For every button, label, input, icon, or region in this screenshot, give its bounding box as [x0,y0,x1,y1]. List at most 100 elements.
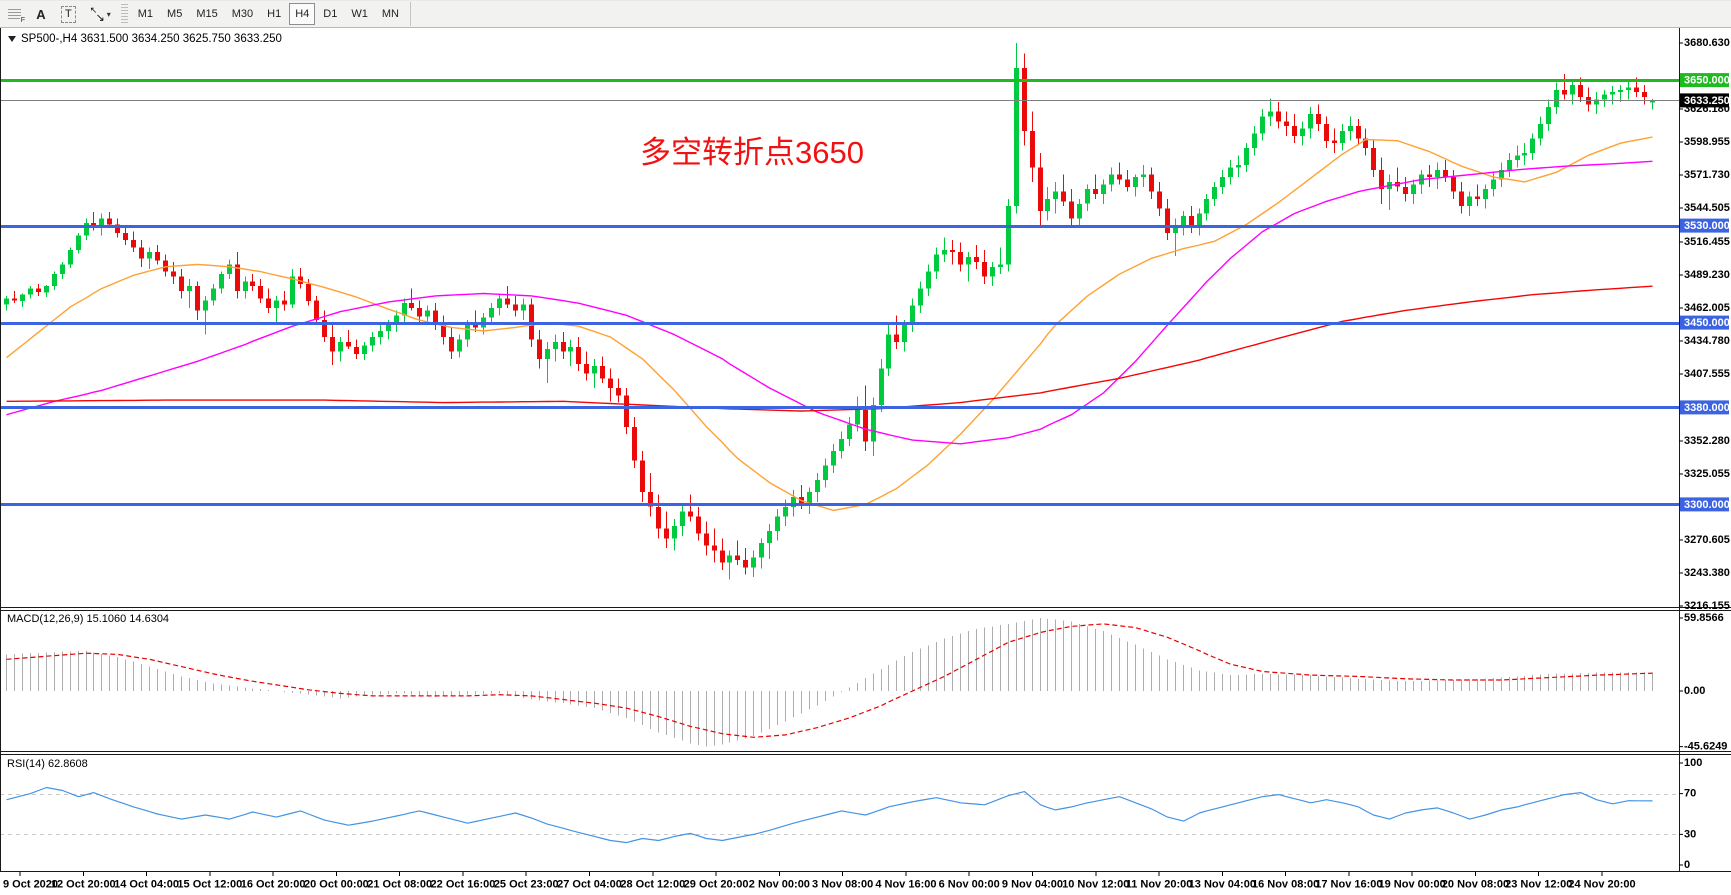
macd-panel-area[interactable] [0,611,1679,751]
timeframe-button-m30[interactable]: M30 [226,3,259,25]
time-tick-23-Nov-12-00: 23 Nov 12:00 [1505,878,1572,890]
price-tick-3216.155: 3216.155 [1684,600,1730,612]
time-tick-14-Oct-04-00: 14 Oct 04:00 [114,878,179,890]
time-tick-4-Nov-16-00: 4 Nov 16:00 [875,878,936,890]
price-tag-label-3450.000: 3450.000 [1684,317,1730,329]
time-tick-27-Oct-04-00: 27 Oct 04:00 [557,878,622,890]
symbol-collapse-icon[interactable] [8,36,16,42]
price-tag-label-3530.000: 3530.000 [1684,220,1730,232]
price-tick-3407.555: 3407.555 [1684,368,1730,380]
price-tick-3571.730: 3571.730 [1684,169,1730,181]
time-tick-29-Oct-20-00: 29 Oct 20:00 [684,878,749,890]
timeframe-button-d1[interactable]: D1 [317,3,343,25]
toolbar: F A T ↖ ↘ ▾ M1 M5 M15 M30 H1 H4 D1 W1 MN [0,0,1731,28]
timeframe-button-m5[interactable]: M5 [161,3,188,25]
arrow-objects-dropdown-button[interactable]: ↖ ↘ ▾ [84,3,117,25]
price-tick-3544.505: 3544.505 [1684,202,1730,214]
rsi-tick-70: 70 [1684,788,1696,800]
symbol-ohlc-text: SP500-,H4 3631.500 3634.250 3625.750 363… [21,33,282,45]
price-tag-3633.250 [1680,93,1729,108]
macd-layer [6,618,1653,747]
time-tick-16-Oct-20-00: 16 Oct 20:00 [241,878,306,890]
rsi-panel-area[interactable] [0,755,1679,872]
text-label-tool-button[interactable]: A [29,3,53,25]
price-tick-3516.455: 3516.455 [1684,236,1730,248]
price-tag-3650.000 [1680,73,1729,88]
symbol-header[interactable]: SP500-,H4 3631.500 3634.250 3625.750 363… [8,33,282,45]
price-tick-3325.055: 3325.055 [1684,468,1730,480]
text-box-tool-button[interactable]: T [55,3,82,25]
rsi-tick-30: 30 [1684,828,1696,840]
time-tick-17-Nov-16-00: 17 Nov 16:00 [1315,878,1382,890]
price-tick-3598.955: 3598.955 [1684,136,1730,148]
rsi-indicator-label: RSI(14) 62.8608 [7,758,88,770]
timeframe-button-h4[interactable]: H4 [289,3,316,25]
timeframe-button-m15[interactable]: M15 [190,3,223,25]
chart-canvas[interactable]: 3680.6303626.1803598.9553571.7303544.505… [0,28,1731,895]
grid-properties-icon[interactable]: F [1,3,27,25]
time-tick-10-Nov-12-00: 10 Nov 12:00 [1062,878,1129,890]
fast-ma-line [6,136,1653,512]
time-tick-11-Nov-20-00: 11 Nov 20:00 [1126,878,1193,890]
dropdown-caret-icon: ▾ [106,9,111,19]
timeframe-button-m1[interactable]: M1 [132,3,159,25]
price-tag-3300.000 [1680,497,1729,512]
macd-indicator-label: MACD(12,26,9) 15.1060 14.6304 [7,613,170,625]
time-tick-16-Nov-08-00: 16 Nov 08:00 [1252,878,1319,890]
price-tick-3243.380: 3243.380 [1684,567,1730,579]
price-tag-label-3633.250: 3633.250 [1684,95,1730,107]
time-tick-20-Nov-08-00: 20 Nov 08:00 [1442,878,1509,890]
letter-a-icon: A [36,6,46,22]
time-tick-12-Oct-20-00: 12 Oct 20:00 [51,878,116,890]
rsi-layer [0,786,1679,844]
time-tick-22-Oct-16-00: 22 Oct 16:00 [431,878,496,890]
time-tick-20-Oct-00-00: 20 Oct 00:00 [304,878,369,890]
time-tick-9-Oct-2020: 9 Oct 2020 [3,878,58,890]
toolbar-separator [409,2,411,26]
panel-backgrounds [0,28,1731,895]
rsi-tick-100: 100 [1684,757,1702,769]
rsi-line [6,786,1653,844]
price-tick-3352.280: 3352.280 [1684,435,1730,447]
price-tick-3462.005: 3462.005 [1684,302,1730,314]
medium-ma-line [6,160,1653,445]
macd-tick--45.6249: -45.6249 [1684,741,1727,753]
timeframe-button-h1[interactable]: H1 [261,3,287,25]
toolbar-group-grip[interactable] [120,4,128,24]
time-tick-21-Oct-08-00: 21 Oct 08:00 [367,878,432,890]
time-tick-13-Nov-04-00: 13 Nov 04:00 [1189,878,1256,890]
price-tick-3680.630: 3680.630 [1684,37,1730,49]
macd-signal-line [6,623,1653,738]
grid-icon [7,8,21,20]
price-tag-label-3650.000: 3650.000 [1684,75,1730,87]
candles-layer [4,43,1655,580]
letter-t-boxed-icon: T [61,5,76,23]
time-tick-24-Nov-20-00: 24 Nov 20:00 [1568,878,1635,890]
time-tick-25-Oct-23-00: 25 Oct 23:00 [494,878,559,890]
price-tag-3380.000 [1680,400,1729,415]
time-tick-6-Nov-00-00: 6 Nov 00:00 [939,878,1000,890]
time-tick-28-Oct-12-00: 28 Oct 12:00 [620,878,685,890]
time-tick-9-Nov-04-00: 9 Nov 04:00 [1002,878,1063,890]
price-axis[interactable]: 3680.6303626.1803598.9553571.7303544.505… [1679,37,1730,871]
time-tick-3-Nov-08-00: 3 Nov 08:00 [812,878,873,890]
timeframe-button-w1[interactable]: W1 [345,3,374,25]
timeframe-button-group: M1 M5 M15 M30 H1 H4 D1 W1 MN [131,3,406,25]
main-chart-plot-area[interactable] [0,28,1679,607]
price-tick-3489.230: 3489.230 [1684,269,1730,281]
moving-averages-layer [6,136,1653,512]
rsi-tick-0: 0 [1684,859,1690,871]
grid-icon-sub-label: F [19,17,25,24]
slow-ma-line [6,285,1653,412]
macd-tick-59.8566: 59.8566 [1684,612,1724,624]
price-tag-3450.000 [1680,315,1729,330]
price-tick-3434.780: 3434.780 [1684,335,1730,347]
time-tick-15-Oct-12-00: 15 Oct 12:00 [177,878,242,890]
panel-borders [0,28,1731,872]
time-tick-2-Nov-00-00: 2 Nov 00:00 [749,878,810,890]
horizontal-lines-layer [0,79,1679,506]
timeframe-button-mn[interactable]: MN [376,3,405,25]
diagonal-arrows-icon: ↖ ↘ [89,4,105,24]
